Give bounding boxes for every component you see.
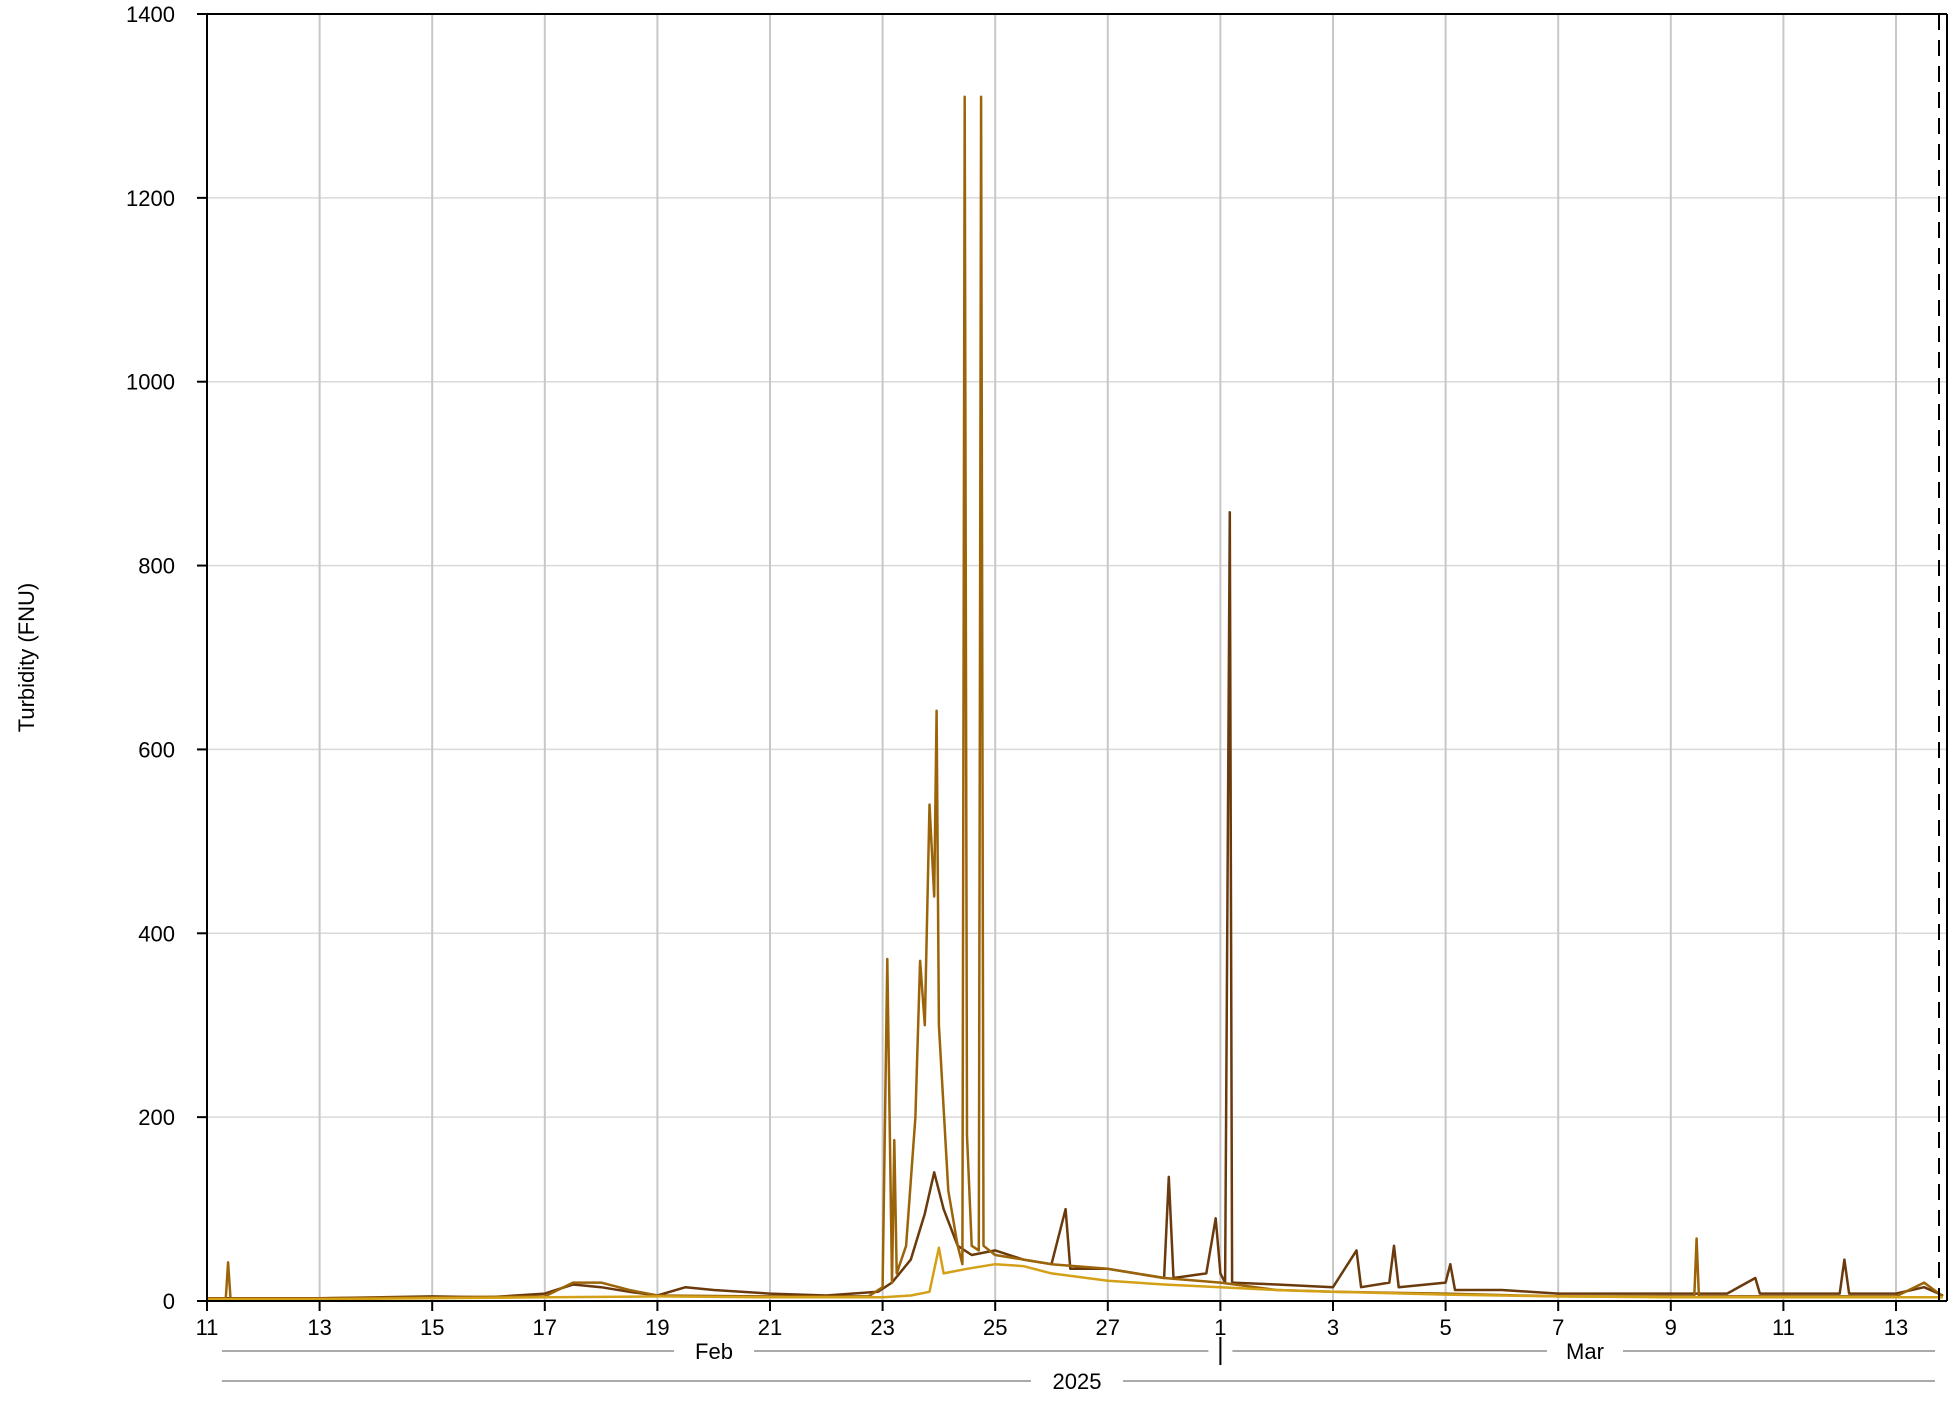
x-tick-label-11: 5 <box>1439 1315 1451 1340</box>
series-layer <box>207 95 1944 1301</box>
x-tick-label-2: 15 <box>420 1315 444 1340</box>
y-tick-label-1200: 1200 <box>126 186 175 211</box>
series-line-2 <box>207 95 1944 1300</box>
x-tick-label-13: 9 <box>1665 1315 1677 1340</box>
series-line-1 <box>207 511 1944 1300</box>
y-tick-label-1400: 1400 <box>126 2 175 27</box>
month-label-mar: Mar <box>1566 1339 1604 1364</box>
y-tick-label-600: 600 <box>138 737 175 762</box>
x-tick-label-6: 23 <box>870 1315 894 1340</box>
x-tick-label-8: 27 <box>1096 1315 1120 1340</box>
grid <box>207 13 1947 1301</box>
y-axis-label: Turbidity (FNU) <box>14 583 39 733</box>
x-tick-label-3: 17 <box>533 1315 557 1340</box>
x-tick-label-15: 13 <box>1884 1315 1908 1340</box>
x-tick-label-7: 25 <box>983 1315 1007 1340</box>
x-tick-label-14: 11 <box>1772 1315 1795 1340</box>
date-bands: Feb Mar 2025 <box>222 1337 1935 1394</box>
x-tick-label-12: 7 <box>1552 1315 1564 1340</box>
y-tick-label-800: 800 <box>138 554 175 579</box>
x-tick-label-0: 11 <box>196 1315 219 1340</box>
x-tick-label-4: 19 <box>645 1315 669 1340</box>
y-tick-label-1000: 1000 <box>126 370 175 395</box>
x-tick-label-9: 1 <box>1214 1315 1226 1340</box>
y-tick-label-200: 200 <box>138 1105 175 1130</box>
series-line-3 <box>207 1246 1943 1301</box>
y-tick-label-0: 0 <box>163 1289 175 1314</box>
x-tick-label-1: 13 <box>307 1315 331 1340</box>
axes <box>197 13 1948 1311</box>
x-tick-label-5: 21 <box>758 1315 782 1340</box>
y-tick-label-400: 400 <box>138 921 175 946</box>
x-tick-label-10: 3 <box>1327 1315 1339 1340</box>
month-label-feb: Feb <box>695 1339 733 1364</box>
year-label: 2025 <box>1053 1369 1102 1394</box>
